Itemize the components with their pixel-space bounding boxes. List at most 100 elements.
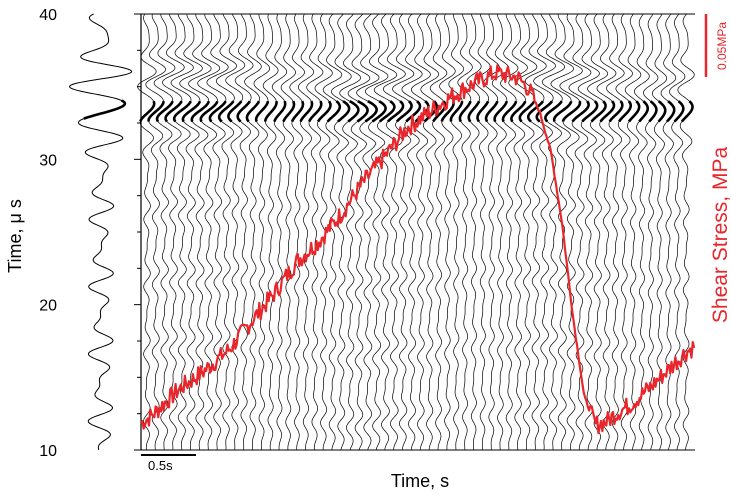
waveform-trace-highlight [618,100,633,123]
waveform-trace-highlight [501,100,518,123]
waveform-trace [401,13,423,451]
waveform-trace-highlight [273,100,287,122]
waveform-trace-highlight [299,100,314,122]
waveform-trace [280,13,296,451]
waveform-trace-highlight [552,100,573,123]
waveform-trace [448,13,465,451]
waveform-trace-highlight [147,101,165,122]
waveform-trace-highlight [666,100,676,123]
waveform-trace [392,13,415,451]
waveform-trace [439,13,456,451]
waveform-trace-highlight [395,100,413,123]
waveform-trace [457,13,473,451]
waveform-trace-highlight [155,100,174,123]
waveform-trace-highlight [308,100,323,123]
waveform-trace [550,13,575,451]
waveform-trace-highlight [227,100,243,123]
waveform-trace [197,13,221,451]
waveform-trace-highlight [347,100,360,123]
waveform-trace-highlight [199,100,219,123]
waveform-trace-highlight [356,100,369,123]
waveform-trace [322,13,343,451]
waveform-trace [262,13,279,451]
waveform-trace [373,13,398,451]
waveform-trace-highlight [139,100,156,122]
waveform-trace-highlight [484,100,499,123]
y-tick-label: 30 [39,152,57,169]
waveform-trace-highlight [599,100,616,123]
waveform-trace [429,13,448,451]
waveform-trace [306,13,324,451]
waveform-trace [137,13,157,451]
waveform-trace [364,13,389,451]
waveform-trace [541,13,565,451]
waveform-traces [137,13,695,451]
waveform-trace [483,13,500,451]
waveform-trace [289,13,305,451]
waveform-trace-highlight [172,100,192,123]
waveform-trace [347,13,371,451]
plot-frame [140,13,695,451]
waveform-trace-highlight [657,100,667,123]
waveform-trace [420,13,440,451]
waveform-trace [577,13,600,451]
waveform-trace [314,13,333,451]
waveform-trace-highlight [680,100,694,123]
waveform-trace [559,13,583,451]
waveform-trace-highlight [263,101,278,122]
waveform-trace-highlight [544,100,563,123]
inset-waveform [68,13,133,451]
waveform-trace-highlight [440,100,455,122]
waveform-trace-highlight [449,101,464,122]
waveform-trace [669,13,686,451]
waveform-trace [153,13,176,450]
waveform-trace [643,13,659,451]
waveform-trace [162,13,185,451]
waveform-trace [215,13,237,451]
waveform-trace [660,13,677,451]
waveform-trace-highlight [458,100,472,123]
waveform-trace-highlight [526,100,545,123]
waveform-trace-highlight [386,100,405,123]
waveform-trace-highlight [571,100,590,123]
waveform-trace-highlight [510,100,527,123]
waveform-trace [587,13,609,451]
waveform-trace [179,13,203,451]
stress-series-line [140,64,696,435]
waveform-trace-highlight [638,100,650,123]
waveform-trace [606,13,625,451]
waveform-trace [568,13,592,451]
waveform-trace [382,13,406,451]
waveform-trace-highlight [190,100,210,123]
waveform-trace [410,13,431,451]
y-tick-label: 20 [39,298,57,315]
waveform-trace-highlight [364,100,378,123]
y-tick-label: 40 [39,7,57,24]
stress-scalebar-label: 0.05MPa [715,22,729,70]
waveform-trace-highlight [405,100,422,123]
waveform-trace [634,13,650,451]
waveform-trace-highlight [518,100,536,123]
waveform-trace-highlight [581,100,599,123]
waveform-trace [516,13,538,451]
waveform-trace [491,13,509,450]
y-tick-marks [134,13,141,451]
x-axis-label: Time, s [391,471,449,491]
waveform-trace [533,13,556,451]
waveform-trace-highlight [245,100,261,123]
waveform-trace-highlight [493,100,509,123]
waveform-trace [206,13,229,451]
waveform-trace [356,13,380,451]
waveform-trace-highlight [561,100,582,122]
waveform-trace [508,13,528,451]
waveform-trace-highlight [164,100,183,123]
time-scalebar-label: 0.5s [148,458,173,473]
waveform-trace-highlight [378,100,396,123]
waveform-trace [615,13,633,451]
waveform-trace-highlight [476,100,490,123]
waveform-trace-highlight [590,100,607,123]
y-tick-label: 10 [39,443,57,460]
waveform-trace-highlight [608,100,624,123]
waveform-trace-highlight [208,100,227,123]
waveform-trace-highlight [290,100,305,123]
